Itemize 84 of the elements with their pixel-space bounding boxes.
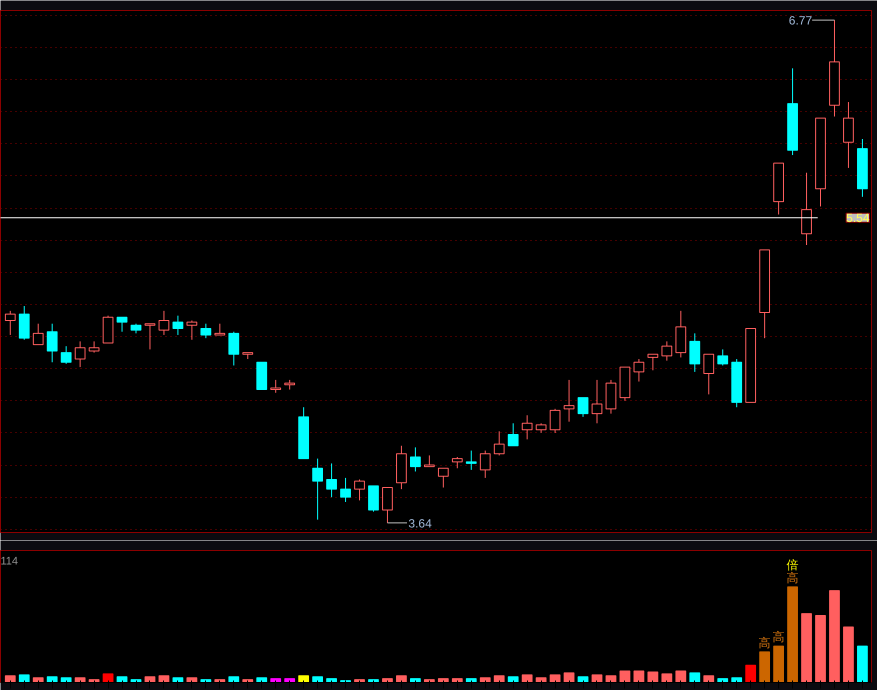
candlestick — [703, 354, 714, 395]
bar — [606, 675, 616, 682]
bar — [745, 664, 756, 682]
candlestick — [438, 468, 449, 488]
candlestick — [186, 320, 198, 340]
candlestick — [130, 323, 142, 334]
candlestick — [228, 331, 240, 366]
candlestick — [312, 458, 323, 520]
bar — [480, 677, 491, 682]
candlestick — [270, 379, 282, 394]
candlestick — [550, 408, 560, 434]
candlestick — [340, 477, 351, 502]
bar — [102, 673, 114, 682]
bar — [32, 677, 44, 682]
bar — [172, 677, 184, 682]
candlestick — [144, 323, 156, 350]
bar — [592, 674, 602, 682]
candlestick — [466, 450, 477, 470]
bar — [829, 590, 840, 682]
candlestick — [354, 478, 365, 501]
candlestick — [424, 454, 435, 468]
bar — [801, 613, 812, 682]
candlestick — [592, 379, 602, 424]
candlestick — [88, 340, 100, 354]
candlestick — [661, 340, 672, 362]
candlestick — [46, 323, 58, 363]
candlestick — [410, 446, 421, 472]
candlestick — [536, 422, 547, 434]
bar — [759, 651, 770, 682]
candlestick — [717, 348, 728, 366]
bar — [689, 672, 700, 682]
candlestick — [564, 379, 574, 422]
bar — [564, 672, 574, 682]
annotation: 倍 — [786, 558, 799, 572]
bar — [382, 678, 393, 682]
bar — [298, 675, 310, 682]
bar — [326, 678, 337, 682]
bar — [843, 626, 854, 682]
text: 114 — [0, 556, 18, 568]
candlestick — [689, 332, 700, 372]
bar — [550, 674, 560, 682]
bar — [74, 677, 86, 682]
candlestick — [60, 346, 72, 364]
candlestick — [382, 487, 393, 524]
bar — [634, 670, 644, 682]
candlestick — [522, 414, 533, 440]
bar — [661, 673, 672, 682]
candlestick — [452, 456, 463, 469]
candlestick — [326, 462, 337, 498]
candlestick — [508, 422, 519, 446]
bar — [773, 646, 784, 682]
candlestick — [647, 354, 658, 371]
bar — [620, 670, 630, 682]
candlestick — [480, 450, 491, 478]
candlestick — [634, 358, 644, 382]
bar — [186, 677, 198, 682]
bar — [158, 675, 170, 682]
bar — [396, 675, 407, 682]
annotation: 3.64 — [408, 516, 432, 530]
candlestick — [578, 397, 588, 418]
annotation: 高 — [786, 570, 799, 585]
bar — [647, 671, 658, 682]
annotation: 6.77 — [788, 14, 812, 28]
bar — [256, 677, 268, 682]
bar — [536, 677, 547, 682]
candlestick — [4, 310, 16, 336]
bar — [410, 678, 421, 682]
candlestick — [200, 323, 212, 339]
annotation: 高 — [758, 636, 771, 650]
candlestick — [116, 316, 128, 332]
bar — [731, 677, 742, 682]
candlestick — [494, 430, 505, 456]
bar — [857, 646, 868, 682]
candlestick — [32, 323, 44, 346]
candlestick — [284, 379, 296, 390]
candlestick — [158, 310, 170, 336]
bar — [815, 615, 826, 682]
bar — [60, 677, 72, 682]
annotation: 高 — [772, 630, 785, 644]
bar — [675, 670, 686, 682]
candlestick — [172, 315, 184, 336]
candlestick — [74, 340, 86, 368]
bar — [787, 586, 798, 682]
candlestick — [214, 323, 226, 336]
